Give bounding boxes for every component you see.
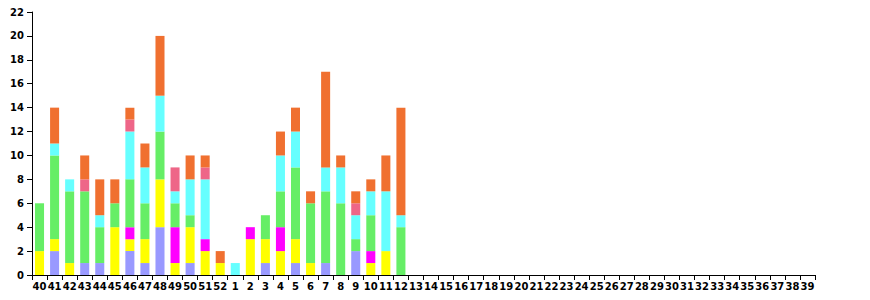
svg-text:16: 16 bbox=[10, 78, 24, 89]
svg-text:6: 6 bbox=[307, 281, 314, 292]
svg-text:34: 34 bbox=[725, 281, 739, 292]
svg-text:4: 4 bbox=[277, 281, 284, 292]
svg-text:6: 6 bbox=[17, 198, 24, 209]
svg-text:10: 10 bbox=[364, 281, 378, 292]
svg-text:25: 25 bbox=[590, 281, 604, 292]
svg-text:23: 23 bbox=[560, 281, 574, 292]
svg-text:40: 40 bbox=[33, 281, 47, 292]
svg-text:50: 50 bbox=[183, 281, 197, 292]
svg-text:49: 49 bbox=[168, 281, 182, 292]
svg-text:13: 13 bbox=[409, 281, 423, 292]
svg-text:44: 44 bbox=[93, 281, 107, 292]
svg-text:35: 35 bbox=[740, 281, 754, 292]
svg-text:33: 33 bbox=[710, 281, 724, 292]
svg-text:2: 2 bbox=[247, 281, 254, 292]
svg-text:8: 8 bbox=[337, 281, 344, 292]
svg-text:9: 9 bbox=[352, 281, 359, 292]
svg-text:27: 27 bbox=[620, 281, 634, 292]
svg-text:52: 52 bbox=[213, 281, 227, 292]
svg-text:42: 42 bbox=[63, 281, 77, 292]
svg-text:28: 28 bbox=[635, 281, 649, 292]
svg-text:37: 37 bbox=[770, 281, 784, 292]
svg-text:19: 19 bbox=[499, 281, 513, 292]
svg-text:5: 5 bbox=[292, 281, 299, 292]
svg-text:12: 12 bbox=[10, 126, 24, 137]
svg-text:38: 38 bbox=[785, 281, 799, 292]
svg-text:36: 36 bbox=[755, 281, 769, 292]
svg-text:45: 45 bbox=[108, 281, 122, 292]
svg-text:26: 26 bbox=[605, 281, 619, 292]
svg-text:17: 17 bbox=[469, 281, 483, 292]
svg-text:0: 0 bbox=[17, 270, 24, 281]
svg-text:51: 51 bbox=[198, 281, 212, 292]
svg-text:22: 22 bbox=[10, 7, 24, 18]
svg-text:29: 29 bbox=[650, 281, 664, 292]
svg-text:20: 20 bbox=[10, 30, 24, 41]
svg-text:39: 39 bbox=[801, 281, 815, 292]
svg-text:10: 10 bbox=[10, 150, 24, 161]
svg-text:8: 8 bbox=[17, 174, 24, 185]
svg-text:47: 47 bbox=[138, 281, 152, 292]
svg-text:11: 11 bbox=[379, 281, 393, 292]
svg-text:46: 46 bbox=[123, 281, 137, 292]
svg-text:32: 32 bbox=[695, 281, 709, 292]
svg-text:12: 12 bbox=[394, 281, 408, 292]
svg-text:31: 31 bbox=[680, 281, 694, 292]
svg-text:43: 43 bbox=[78, 281, 92, 292]
svg-text:14: 14 bbox=[10, 102, 24, 113]
svg-text:20: 20 bbox=[514, 281, 528, 292]
svg-text:22: 22 bbox=[545, 281, 559, 292]
svg-text:16: 16 bbox=[454, 281, 468, 292]
svg-text:2: 2 bbox=[17, 246, 24, 257]
svg-text:48: 48 bbox=[153, 281, 167, 292]
svg-text:7: 7 bbox=[322, 281, 329, 292]
svg-text:30: 30 bbox=[665, 281, 679, 292]
svg-text:18: 18 bbox=[10, 54, 24, 65]
svg-text:41: 41 bbox=[48, 281, 62, 292]
svg-text:14: 14 bbox=[424, 281, 438, 292]
svg-text:18: 18 bbox=[484, 281, 498, 292]
svg-text:24: 24 bbox=[575, 281, 589, 292]
svg-text:4: 4 bbox=[17, 222, 24, 233]
svg-text:15: 15 bbox=[439, 281, 453, 292]
svg-text:21: 21 bbox=[529, 281, 543, 292]
svg-text:1: 1 bbox=[232, 281, 239, 292]
svg-text:3: 3 bbox=[262, 281, 269, 292]
